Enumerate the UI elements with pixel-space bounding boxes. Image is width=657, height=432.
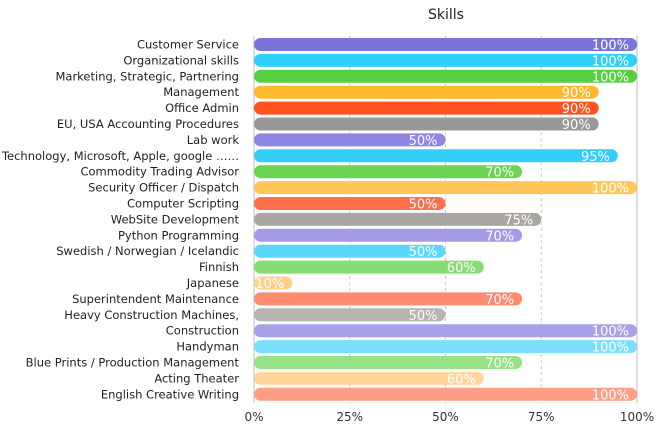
bar-value-label: 100% [592, 341, 629, 356]
bar [254, 276, 293, 290]
category-label: Acting Theater [154, 371, 239, 385]
bar [254, 292, 523, 306]
category-label: Python Programming [118, 228, 239, 242]
x-tick-label: 50% [432, 410, 459, 424]
bar [254, 149, 618, 163]
category-label: Blue Prints / Production Management [26, 356, 240, 370]
bars: 100%100%100%90%90%90%50%95%70%100%50%75%… [254, 38, 637, 403]
bar [254, 308, 446, 322]
bar [254, 165, 523, 179]
bar-value-label: 60% [447, 261, 476, 276]
bar [254, 356, 523, 369]
bar [254, 181, 637, 195]
bar-value-label: 60% [447, 372, 476, 387]
category-label: Japanese [186, 276, 239, 290]
bar-value-label: 100% [592, 70, 629, 85]
bar [254, 260, 484, 274]
category-label: Lab work [187, 133, 240, 147]
bar-value-label: 95% [581, 150, 610, 165]
category-label: Swedish / Norwegian / Icelandic [56, 244, 239, 258]
x-axis-ticks: 0% 25% 50% 75% 100% [244, 410, 654, 424]
bar-value-label: 50% [409, 309, 438, 324]
bar-value-label: 100% [592, 54, 629, 69]
category-label: Marketing, Strategic, Partnering [55, 69, 239, 83]
bar-value-label: 70% [485, 357, 514, 372]
bar-value-label: 70% [485, 293, 514, 308]
category-label: Finnish [199, 260, 239, 274]
category-label: WebSite Development [111, 212, 240, 226]
category-label: Commodity Trading Advisor [80, 165, 239, 179]
bar-value-label: 50% [409, 198, 438, 213]
bar [254, 244, 446, 258]
bar [254, 371, 484, 385]
category-label: Construction [166, 324, 239, 338]
bar-value-label: 100% [592, 39, 629, 54]
x-tick-label: 25% [336, 410, 363, 424]
bar-value-label: 100% [592, 325, 629, 340]
bar [254, 340, 637, 354]
bar [254, 324, 637, 338]
category-label: Handyman [176, 340, 239, 354]
bar-value-label: 90% [562, 102, 591, 117]
category-label: Customer Service [137, 38, 239, 52]
bar [254, 38, 637, 51]
category-label: Security Officer / Dispatch [88, 181, 239, 195]
x-tick-label: 100% [620, 410, 654, 424]
bar-value-label: 10% [255, 277, 284, 292]
bar [254, 101, 599, 115]
bar-value-label: 50% [409, 134, 438, 149]
category-label: Technology, Microsoft, Apple, google …… [1, 149, 239, 163]
category-label: English Creative Writing [101, 387, 239, 401]
category-label: Superintendent Maintenance [72, 292, 239, 306]
category-label: Organizational skills [123, 53, 239, 67]
bar [254, 197, 446, 210]
bar [254, 212, 542, 226]
bar [254, 228, 523, 242]
bar-value-label: 50% [409, 245, 438, 260]
bar-value-label: 70% [485, 166, 514, 181]
bar-value-label: 100% [592, 388, 629, 403]
bar [254, 69, 637, 83]
x-tick-label: 0% [244, 410, 263, 424]
category-label: Management [163, 85, 239, 99]
bar-value-label: 75% [504, 213, 533, 228]
bar-value-label: 90% [562, 86, 591, 101]
x-tick-label: 75% [528, 410, 555, 424]
bar [254, 53, 637, 67]
bar [254, 387, 637, 401]
category-label: EU, USA Accounting Procedures [57, 117, 239, 131]
chart-title: Skills [428, 7, 464, 23]
category-label: Office Admin [165, 101, 239, 115]
bar [254, 117, 599, 131]
bar-value-label: 70% [485, 229, 514, 244]
category-label: Computer Scripting [127, 197, 239, 211]
bar-value-label: 100% [592, 182, 629, 197]
bar-value-label: 90% [562, 118, 591, 133]
bar [254, 85, 599, 99]
category-label: Heavy Construction Machines, [64, 308, 239, 322]
bar [254, 133, 446, 147]
